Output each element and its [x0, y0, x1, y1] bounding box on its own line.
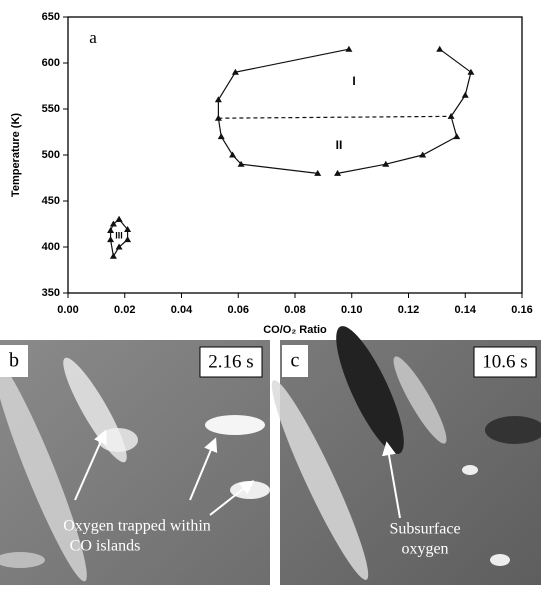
- marker: [382, 160, 390, 167]
- label-box: [0, 345, 28, 377]
- marker: [447, 112, 455, 119]
- annotation: a: [89, 28, 97, 47]
- marker: [107, 236, 115, 243]
- y-tick-label: 550: [42, 103, 60, 115]
- panel-c-image: [271, 326, 541, 585]
- x-tick-label: 0.12: [398, 304, 419, 316]
- x-axis-label: CO/O₂ Ratio: [263, 324, 327, 336]
- marker: [124, 226, 132, 233]
- label-box: [282, 345, 308, 377]
- marker: [231, 68, 239, 75]
- time-label: 2.16 s: [208, 351, 253, 372]
- y-tick-label: 650: [42, 11, 60, 23]
- panel-label: b: [9, 350, 19, 372]
- panel-label: c: [291, 350, 300, 372]
- time-box: [199, 346, 263, 378]
- time-label: 10.6 s: [482, 351, 527, 372]
- y-tick-label: 350: [42, 287, 60, 299]
- annotation: I: [352, 74, 355, 88]
- x-tick-label: 0.14: [455, 304, 477, 316]
- x-tick-label: 0.00: [57, 304, 78, 316]
- annotation: II: [336, 138, 343, 152]
- line: [217, 48, 350, 174]
- x-tick-label: 0.02: [114, 304, 135, 316]
- marker: [237, 160, 245, 167]
- marker: [109, 252, 117, 259]
- marker: [107, 226, 115, 233]
- caption: Subsurface: [389, 521, 460, 538]
- caption: CO islands: [70, 538, 141, 555]
- line: [337, 48, 472, 174]
- marker: [214, 96, 222, 103]
- x-tick-label: 0.08: [284, 304, 305, 316]
- marker: [217, 133, 225, 140]
- caption: oxygen: [401, 541, 448, 558]
- marker: [467, 68, 475, 75]
- annotation: III: [115, 230, 123, 240]
- y-tick-label: 400: [42, 241, 60, 253]
- y-axis-label: Temperature (K): [10, 113, 22, 197]
- y-tick-label: 500: [42, 149, 60, 161]
- arrow: [74, 429, 107, 501]
- x-tick-label: 0.16: [511, 304, 532, 316]
- panel-b-image: [0, 340, 270, 585]
- time-box: [473, 346, 537, 378]
- marker: [334, 169, 342, 176]
- marker: [109, 220, 117, 227]
- marker: [229, 151, 237, 158]
- x-tick-label: 0.06: [228, 304, 249, 316]
- marker: [314, 169, 322, 176]
- marker: [345, 45, 353, 52]
- arrow: [382, 441, 401, 519]
- marker: [419, 151, 427, 158]
- y-tick-label: 450: [42, 195, 60, 207]
- plot-frame: [67, 16, 523, 294]
- caption: Oxygen trapped within: [63, 518, 211, 535]
- y-tick-label: 600: [42, 57, 60, 69]
- dashed-line: [218, 115, 452, 119]
- arrow: [209, 480, 255, 516]
- marker: [461, 91, 469, 98]
- marker: [115, 215, 123, 222]
- marker: [453, 133, 461, 140]
- marker: [436, 45, 444, 52]
- x-tick-label: 0.04: [171, 304, 193, 316]
- arrow: [189, 437, 218, 501]
- x-tick-label: 0.10: [341, 304, 362, 316]
- marker: [124, 236, 132, 243]
- marker: [115, 243, 123, 250]
